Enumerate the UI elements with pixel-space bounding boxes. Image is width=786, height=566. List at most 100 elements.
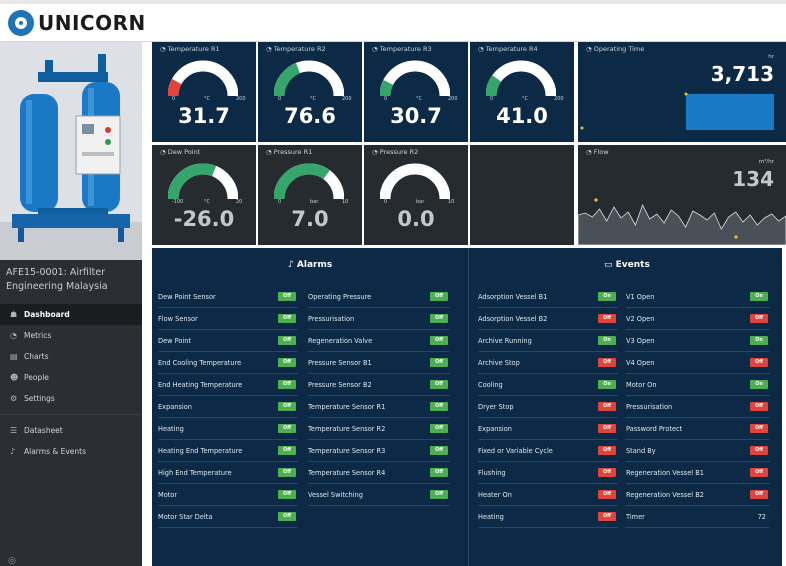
sidebar-footer-icon[interactable]: ◎ (8, 556, 16, 566)
gauge-title: Dew Point (167, 148, 201, 156)
alarm-label: High End Temperature (158, 468, 232, 477)
status-badge: Off (278, 490, 296, 499)
gauge-icon: ◔ (160, 148, 168, 156)
alarm-row[interactable]: Pressure Sensor B2 Off (308, 374, 450, 396)
gauge-title: Temperature R1 (167, 45, 220, 53)
event-row[interactable]: Archive Running On (478, 330, 618, 352)
event-label: V1 Open (626, 292, 655, 301)
gauge-value: 41.0 (496, 104, 548, 128)
sidebar-item-label: Settings (24, 394, 55, 403)
alarm-row[interactable]: Dew Point Sensor Off (158, 286, 298, 308)
people-icon: ☻ (10, 373, 19, 382)
sidebar-item-label: Charts (24, 352, 49, 361)
flow-value: 134 (732, 167, 774, 191)
status-badge: Off (278, 380, 296, 389)
gauge-value: 30.7 (390, 104, 442, 128)
event-row[interactable]: V1 Open On (626, 286, 770, 308)
alarm-row[interactable]: Vessel Switching Off (308, 484, 450, 506)
app-header: UNICORN (0, 4, 786, 42)
event-row[interactable]: V4 Open Off (626, 352, 770, 374)
event-row[interactable]: Fixed or Variable Cycle Off (478, 440, 618, 462)
event-row[interactable]: V2 Open Off (626, 308, 770, 330)
status-badge: Off (598, 424, 616, 433)
event-row[interactable]: Cooling On (478, 374, 618, 396)
alarm-row[interactable]: Motor Off (158, 484, 298, 506)
event-row[interactable]: Regeneration Vessel B1 Off (626, 462, 770, 484)
event-row[interactable]: Expansion Off (478, 418, 618, 440)
brand-name: UNICORN (38, 11, 146, 35)
event-row[interactable]: Adsorption Vessel B2 Off (478, 308, 618, 330)
sidebar-item-dashboard[interactable]: ☗ Dashboard (0, 304, 142, 325)
alarm-row[interactable]: Temperature Sensor R4 Off (308, 462, 450, 484)
alarm-row[interactable]: Flow Sensor Off (158, 308, 298, 330)
temperature-1-tile: ◔ Temperature R1 0 °C 200 31.7 (152, 42, 256, 142)
event-row[interactable]: Heating Off (478, 506, 618, 528)
event-row[interactable]: Stand By Off (626, 440, 770, 462)
status-badge: Off (278, 468, 296, 477)
alarm-label: Operating Pressure (308, 292, 372, 301)
event-row[interactable]: Pressurisation Off (626, 396, 770, 418)
alarm-row[interactable]: Temperature Sensor R2 Off (308, 418, 450, 440)
brand-logo[interactable]: UNICORN (8, 10, 146, 36)
event-row[interactable]: Adsorption Vessel B1 On (478, 286, 618, 308)
alarm-row[interactable]: Regeneration Valve Off (308, 330, 450, 352)
alarm-row[interactable]: Dew Point Off (158, 330, 298, 352)
gauge-icon: ◔ (266, 148, 274, 156)
alarm-row[interactable]: Motor Star Delta Off (158, 506, 298, 528)
gauge-min: 0 (384, 199, 388, 205)
gauge-dial (486, 60, 556, 97)
gauge-max: 10 (342, 199, 349, 205)
datasheet-icon: ☰ (10, 426, 18, 435)
alarm-row[interactable]: End Cooling Temperature Off (158, 352, 298, 374)
event-row[interactable]: Dryer Stop Off (478, 396, 618, 418)
sidebar-item-datasheet[interactable]: ☰ Datasheet (0, 420, 142, 441)
status-badge: Off (278, 446, 296, 455)
sidebar-item-people[interactable]: ☻ People (0, 367, 142, 388)
event-label: Fixed or Variable Cycle (478, 446, 553, 455)
gauge-value: 76.6 (284, 104, 336, 128)
event-row[interactable]: Archive Stop Off (478, 352, 618, 374)
sidebar-item-charts[interactable]: ▤ Charts (0, 346, 142, 367)
gauge-dial (274, 163, 344, 200)
alarm-label: End Heating Temperature (158, 380, 243, 389)
unicorn-logo-icon (8, 10, 34, 36)
alarm-label: Heating End Temperature (158, 446, 243, 455)
event-row[interactable]: V3 Open On (626, 330, 770, 352)
panel-divider (468, 248, 469, 566)
sidebar-item-metrics[interactable]: ◔ Metrics (0, 325, 142, 346)
event-row[interactable]: Motor On On (626, 374, 770, 396)
event-row[interactable]: Regeneration Vessel B2 Off (626, 484, 770, 506)
alarm-row[interactable]: Pressurisation Off (308, 308, 450, 330)
gauge-max: 20 (236, 199, 243, 205)
chart-icon: ▤ (10, 352, 18, 361)
flow-unit: m³/hr (758, 159, 774, 165)
sidebar-item-settings[interactable]: ⚙ Settings (0, 388, 142, 409)
alarm-row[interactable]: Heating Off (158, 418, 298, 440)
status-badge: On (750, 336, 768, 345)
alarm-row[interactable]: End Heating Temperature Off (158, 374, 298, 396)
event-row[interactable]: Flushing Off (478, 462, 618, 484)
gauge-icon: ◔ (586, 45, 594, 53)
gauge-min: 0 (490, 96, 494, 102)
alarm-row[interactable]: Pressure Sensor B1 Off (308, 352, 450, 374)
alarm-row[interactable]: Temperature Sensor R3 Off (308, 440, 450, 462)
gauge-unit: bar (416, 199, 425, 205)
sidebar-item-alarms-events[interactable]: ♪ Alarms & Events (0, 441, 142, 462)
event-row[interactable]: Heater On Off (478, 484, 618, 506)
gauge-title: Pressure R2 (379, 148, 419, 156)
browser-chrome-strip (0, 0, 786, 4)
status-badge: Off (430, 490, 448, 499)
gauge-unit: °C (416, 96, 422, 102)
gauge-unit: °C (310, 96, 316, 102)
event-row[interactable]: Timer 72 (626, 506, 770, 528)
event-row[interactable]: Password Protect Off (626, 418, 770, 440)
alarm-row[interactable]: Temperature Sensor R1 Off (308, 396, 450, 418)
alarm-row[interactable]: High End Temperature Off (158, 462, 298, 484)
sidebar-item-label: People (24, 373, 49, 382)
alarm-row[interactable]: Heating End Temperature Off (158, 440, 298, 462)
event-label: Timer (626, 512, 645, 521)
alarm-row[interactable]: Expansion Off (158, 396, 298, 418)
alarm-row[interactable]: Operating Pressure Off (308, 286, 450, 308)
bell-icon: ♪ (288, 260, 297, 270)
gauge-max: 200 (342, 96, 352, 102)
